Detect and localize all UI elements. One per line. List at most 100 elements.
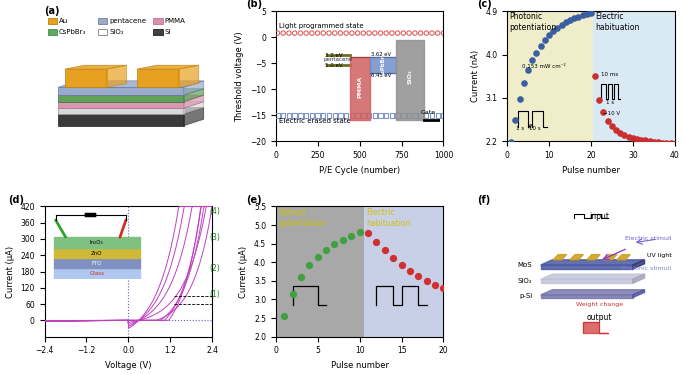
Polygon shape (58, 89, 203, 95)
X-axis label: Pulse number: Pulse number (562, 166, 620, 175)
Polygon shape (617, 255, 630, 260)
Polygon shape (184, 102, 203, 114)
Point (393, 30, 403, 36)
Point (535, 43, 546, 49)
Point (582, 11, 593, 17)
Y-axis label: Threshold voltage (V): Threshold voltage (V) (236, 31, 245, 122)
Polygon shape (633, 260, 645, 269)
Point (543, 32, 554, 38)
Point (403, 112, 414, 118)
Point (594, 97, 605, 103)
Point (404, 268, 415, 274)
Polygon shape (64, 65, 127, 69)
Text: Electric
habituation: Electric habituation (595, 12, 640, 31)
Text: p-Si: p-Si (519, 293, 532, 299)
Polygon shape (58, 102, 203, 108)
Point (421, 112, 432, 118)
Point (301, 112, 312, 118)
Bar (48, 18, 57, 24)
Point (415, 30, 426, 36)
Point (335, 112, 346, 118)
Point (287, 291, 298, 297)
Point (403, 30, 414, 36)
Polygon shape (540, 274, 645, 279)
Polygon shape (137, 69, 179, 88)
Polygon shape (58, 108, 203, 114)
Point (379, 247, 390, 253)
Point (560, 19, 571, 25)
Text: Electric
habituation: Electric habituation (366, 208, 411, 228)
Text: (e): (e) (246, 194, 261, 205)
Point (427, 30, 438, 36)
Point (614, 130, 625, 136)
Text: 0.153 mW cm⁻²: 0.153 mW cm⁻² (522, 64, 566, 69)
Point (289, 112, 300, 118)
Text: output: output (586, 313, 612, 322)
X-axis label: Pulse number: Pulse number (331, 361, 388, 370)
Polygon shape (540, 260, 645, 265)
Text: (2): (2) (210, 264, 220, 273)
Polygon shape (540, 265, 633, 269)
Point (371, 239, 382, 245)
Point (523, 67, 534, 73)
Point (514, 96, 525, 102)
Bar (48, 29, 57, 35)
Point (375, 30, 386, 36)
Point (338, 237, 349, 243)
Point (438, 285, 449, 291)
Point (381, 30, 392, 36)
Point (329, 30, 340, 36)
Point (421, 30, 432, 36)
Bar (507, 11, 593, 141)
Polygon shape (58, 95, 184, 102)
Y-axis label: Current (μA): Current (μA) (5, 245, 14, 298)
Point (569, 15, 580, 21)
Polygon shape (137, 65, 199, 69)
Polygon shape (553, 255, 566, 260)
Bar (276, 206, 364, 337)
Polygon shape (184, 95, 203, 108)
Point (393, 112, 403, 118)
Point (661, 140, 672, 146)
Point (398, 30, 409, 36)
Point (352, 30, 363, 36)
Text: CsPbBr₃: CsPbBr₃ (59, 29, 86, 35)
Y-axis label: Current (μA): Current (μA) (240, 245, 249, 298)
Polygon shape (184, 89, 203, 102)
Point (386, 112, 397, 118)
Polygon shape (587, 255, 600, 260)
Point (438, 112, 449, 118)
Point (295, 30, 306, 36)
Point (636, 137, 647, 143)
Point (369, 112, 380, 118)
Point (438, 30, 449, 36)
Point (432, 30, 443, 36)
Bar (593, 11, 675, 141)
Point (272, 30, 283, 36)
Text: 1 s: 1 s (606, 100, 614, 105)
Polygon shape (633, 290, 645, 298)
Point (289, 30, 300, 36)
Text: PMMA: PMMA (164, 18, 185, 24)
Point (346, 233, 357, 239)
Point (510, 117, 521, 123)
Point (427, 112, 438, 118)
Point (358, 112, 369, 118)
Bar (98, 18, 108, 24)
Point (329, 112, 340, 118)
Point (386, 30, 397, 36)
Text: UV light: UV light (647, 254, 671, 258)
Text: (a): (a) (44, 6, 59, 16)
Text: Optical
potentiation: Optical potentiation (278, 208, 325, 228)
Point (606, 123, 617, 129)
Text: (3): (3) (210, 233, 220, 242)
X-axis label: P/E Cycle (number): P/E Cycle (number) (319, 166, 400, 175)
Point (369, 30, 380, 36)
Point (347, 112, 358, 118)
Point (623, 134, 634, 140)
Polygon shape (540, 290, 645, 295)
Point (577, 12, 588, 18)
Point (653, 140, 664, 145)
Point (398, 112, 409, 118)
Y-axis label: Current (nA): Current (nA) (471, 50, 479, 102)
